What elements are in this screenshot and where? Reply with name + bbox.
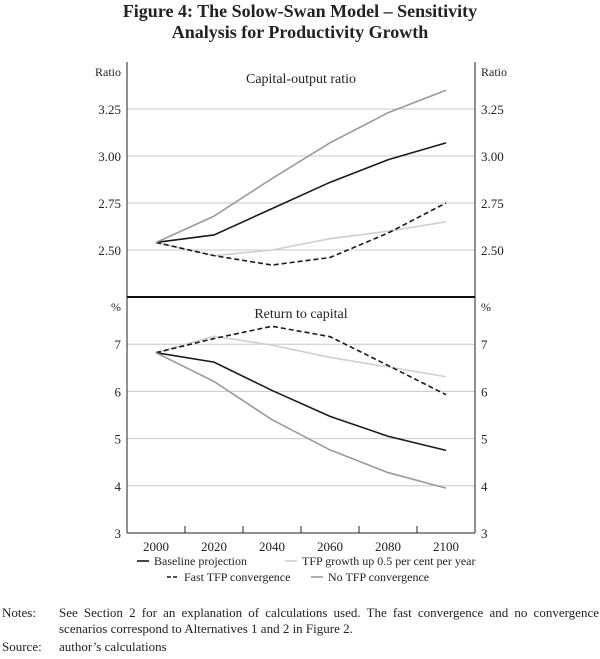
x-tick-label: 2000: [143, 539, 169, 554]
y-tick-label-right: 2.50: [481, 243, 504, 258]
y-tick-label-right: 2.75: [481, 196, 504, 211]
series-line-baseline-projection: [155, 351, 447, 452]
y-axis-unit-left: Ratio: [95, 65, 121, 79]
y-tick-label-left: 5: [115, 432, 122, 447]
figure-title: Figure 4: The Solow-Swan Model – Sensiti…: [0, 0, 600, 43]
legend-label: Baseline projection: [154, 554, 247, 568]
series-line-no-tfp-convergence: [155, 89, 447, 244]
x-tick-label: 2100: [433, 539, 459, 554]
y-tick-label-left: 2.75: [98, 196, 121, 211]
source-label: Source:: [2, 639, 42, 654]
series-line-fast-tfp-convergence: [155, 325, 447, 396]
series-line-fast-tfp-convergence: [155, 202, 447, 266]
legend-label: Fast TFP convergence: [184, 570, 290, 584]
y-tick-label-right: 7: [481, 337, 488, 352]
y-axis-unit-right: %: [481, 300, 491, 314]
y-tick-label-left: 6: [115, 384, 122, 399]
x-tick-label: 2020: [201, 539, 227, 554]
notes-label: Notes:: [2, 605, 36, 620]
x-tick-label: 2080: [375, 539, 401, 554]
title-line-2: Analysis for Productivity Growth: [171, 22, 429, 42]
x-tick-label: 2040: [259, 539, 285, 554]
notes: Notes: See Section 2 for an explanation …: [2, 605, 600, 639]
y-axis-unit-left: %: [111, 300, 121, 314]
y-tick-label-left: 3: [115, 526, 122, 541]
source: Source: author’s calculations: [2, 639, 600, 657]
x-tick-label: 2060: [317, 539, 343, 554]
series-line-no-tfp-convergence: [155, 351, 447, 489]
series-line-baseline-projection: [155, 142, 447, 244]
legend-label: No TFP convergence: [328, 570, 429, 584]
y-tick-label-left: 7: [115, 337, 122, 352]
y-tick-label-right: 4: [481, 479, 488, 494]
y-tick-label-left: 2.50: [98, 243, 121, 258]
y-tick-label-left: 4: [115, 479, 122, 494]
series-line-tfp-growth-up-0-5-per-cent-per-year: [155, 221, 447, 257]
legend-label: TFP growth up 0.5 per cent per year: [302, 554, 476, 568]
y-tick-label-right: 3: [481, 526, 488, 541]
y-axis-unit-right: Ratio: [481, 65, 507, 79]
y-tick-label-right: 6: [481, 384, 488, 399]
y-tick-label-left: 3.00: [98, 149, 121, 164]
y-tick-label-right: 3.25: [481, 102, 504, 117]
series-line-tfp-growth-up-0-5-per-cent-per-year: [155, 335, 447, 378]
panel-title: Capital-output ratio: [246, 72, 356, 87]
y-tick-label-left: 3.25: [98, 102, 121, 117]
y-tick-label-right: 5: [481, 432, 488, 447]
y-tick-label-right: 3.00: [481, 149, 504, 164]
source-text: author’s calculations: [59, 639, 167, 654]
title-line-1: Figure 4: The Solow-Swan Model – Sensiti…: [122, 1, 478, 21]
notes-text: See Section 2 for an explanation of calc…: [59, 605, 599, 636]
panel-title: Return to capital: [254, 307, 347, 322]
